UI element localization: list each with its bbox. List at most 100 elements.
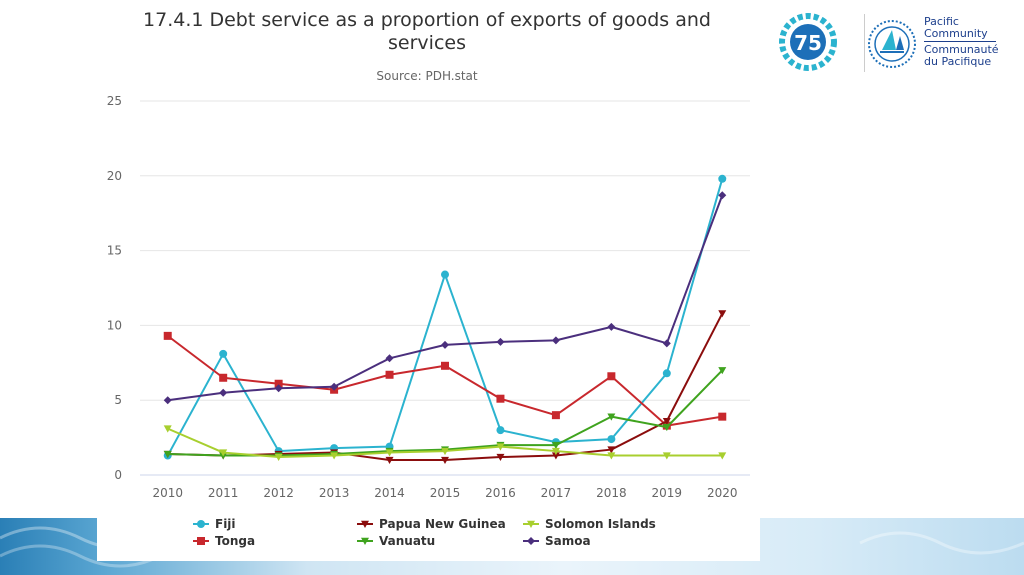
x-tick-label: 2014 bbox=[374, 486, 405, 500]
data-point-tonga bbox=[718, 412, 727, 421]
data-point-tonga bbox=[385, 370, 394, 379]
data-point-papua-new-guinea bbox=[385, 456, 394, 465]
legend-marker-tonga bbox=[197, 537, 205, 545]
data-point-samoa bbox=[330, 382, 339, 391]
series-line-tonga bbox=[167, 335, 723, 427]
data-point-solomon-islands bbox=[496, 443, 505, 451]
data-point-samoa bbox=[385, 354, 394, 363]
data-point-solomon-islands bbox=[551, 447, 560, 456]
data-point-fiji bbox=[441, 270, 449, 279]
data-point-solomon-islands bbox=[163, 425, 172, 433]
org-name-fr-line-2: du Pacifique bbox=[924, 55, 992, 68]
data-point-fiji bbox=[607, 435, 616, 444]
legend-marker-samoa bbox=[527, 537, 535, 545]
data-point-tonga bbox=[441, 361, 449, 370]
data-point-papua-new-guinea bbox=[662, 417, 671, 426]
org-name-en-line-2: Community bbox=[924, 27, 988, 40]
x-tick-label: 2016 bbox=[485, 486, 516, 500]
data-point-solomon-islands bbox=[718, 452, 727, 460]
chart-panel: 17.4.1 Debt service as a proportion of e… bbox=[97, 0, 760, 561]
data-point-samoa bbox=[607, 322, 616, 331]
pacific-community-logo: 75 Pacific Community Communauté du Pacif… bbox=[770, 10, 1020, 80]
legend-item-tonga[interactable]: Tonga bbox=[193, 534, 255, 548]
y-tick-label: 20 bbox=[107, 169, 122, 183]
data-point-papua-new-guinea bbox=[441, 456, 449, 465]
org-name-en-line-1: Pacific bbox=[924, 15, 959, 28]
data-point-solomon-islands bbox=[385, 449, 394, 457]
series-line-fiji bbox=[166, 178, 724, 457]
legend-item-vanuatu[interactable]: Vanuatu bbox=[357, 534, 435, 548]
data-point-tonga bbox=[274, 379, 283, 388]
data-point-solomon-islands bbox=[219, 449, 228, 457]
data-point-solomon-islands bbox=[330, 452, 339, 460]
chart-subtitle: Source: PDH.stat bbox=[376, 69, 477, 83]
data-point-vanuatu bbox=[163, 450, 172, 459]
data-point-fiji bbox=[496, 426, 505, 435]
legend-item-fiji[interactable]: Fiji bbox=[193, 517, 236, 531]
data-point-tonga bbox=[496, 394, 505, 403]
legend-label: Tonga bbox=[215, 534, 255, 548]
data-point-samoa bbox=[163, 396, 172, 405]
series-samoa[interactable] bbox=[163, 191, 727, 405]
legend-marker-papua-new-guinea bbox=[361, 520, 369, 528]
series-line-vanuatu bbox=[167, 369, 723, 457]
grid-layer bbox=[140, 100, 750, 476]
y-tick-label: 15 bbox=[107, 244, 122, 258]
logo-name-rule bbox=[924, 41, 996, 42]
data-point-samoa bbox=[551, 336, 560, 345]
logo-divider bbox=[864, 14, 865, 72]
data-point-tonga bbox=[607, 372, 616, 381]
data-point-vanuatu bbox=[551, 441, 560, 450]
data-point-tonga bbox=[551, 411, 560, 420]
org-name-fr-line-1: Communauté bbox=[924, 43, 999, 56]
data-point-fiji bbox=[219, 349, 228, 358]
legend-item-samoa[interactable]: Samoa bbox=[523, 534, 591, 548]
chart-title-line-2: services bbox=[388, 32, 466, 54]
data-point-papua-new-guinea bbox=[718, 310, 727, 318]
data-point-samoa bbox=[441, 340, 449, 349]
series-solomon-islands[interactable] bbox=[163, 425, 727, 462]
legend-label: Solomon Islands bbox=[545, 517, 656, 531]
legend-marker-fiji bbox=[197, 520, 205, 528]
x-axis-ticks: 2010 2011 2012 2013 2014 2015 2016 2017 2018 2019… bbox=[152, 486, 737, 500]
x-tick-label: 2018 bbox=[596, 486, 627, 500]
series-papua-new-guinea[interactable] bbox=[163, 310, 727, 465]
legend: Fiji Papua New Guinea Solomon Islands Tonga… bbox=[193, 517, 656, 548]
x-tick-label: 2013 bbox=[319, 486, 350, 500]
y-axis-ticks: 0 5 10 15 20 25 bbox=[107, 94, 122, 482]
data-point-tonga bbox=[163, 331, 172, 340]
legend-marker-vanuatu bbox=[361, 537, 369, 545]
series-layer bbox=[163, 174, 727, 465]
spc-emblem-icon bbox=[868, 20, 916, 68]
legend-label: Samoa bbox=[545, 534, 591, 548]
legend-item-solomon-islands[interactable]: Solomon Islands bbox=[523, 517, 656, 531]
data-point-samoa bbox=[496, 337, 505, 346]
y-tick-label: 0 bbox=[114, 468, 122, 482]
legend-label: Fiji bbox=[215, 517, 236, 531]
legend-marker-solomon-islands bbox=[527, 520, 535, 528]
x-tick-label: 2010 bbox=[152, 486, 183, 500]
y-tick-label: 10 bbox=[107, 318, 122, 332]
y-tick-label: 5 bbox=[114, 393, 122, 407]
x-tick-label: 2012 bbox=[263, 486, 294, 500]
data-point-samoa bbox=[219, 388, 228, 397]
series-fiji[interactable] bbox=[163, 174, 727, 460]
data-point-tonga bbox=[219, 373, 228, 382]
data-point-vanuatu bbox=[662, 423, 671, 432]
legend-label: Papua New Guinea bbox=[379, 517, 506, 531]
data-point-samoa bbox=[274, 384, 283, 393]
x-tick-label: 2017 bbox=[541, 486, 572, 500]
legend-item-papua-new-guinea[interactable]: Papua New Guinea bbox=[357, 517, 506, 531]
data-point-solomon-islands bbox=[607, 452, 616, 460]
x-tick-label: 2015 bbox=[430, 486, 461, 500]
data-point-fiji bbox=[662, 369, 671, 378]
legend-label: Vanuatu bbox=[379, 534, 435, 548]
data-point-papua-new-guinea bbox=[607, 446, 616, 454]
x-tick-label: 2011 bbox=[208, 486, 239, 500]
data-point-papua-new-guinea bbox=[496, 453, 505, 462]
y-tick-label: 25 bbox=[107, 94, 122, 108]
data-point-solomon-islands bbox=[662, 452, 671, 460]
data-point-vanuatu bbox=[607, 413, 616, 421]
data-point-samoa bbox=[662, 339, 671, 348]
line-chart: 17.4.1 Debt service as a proportion of e… bbox=[107, 9, 750, 548]
